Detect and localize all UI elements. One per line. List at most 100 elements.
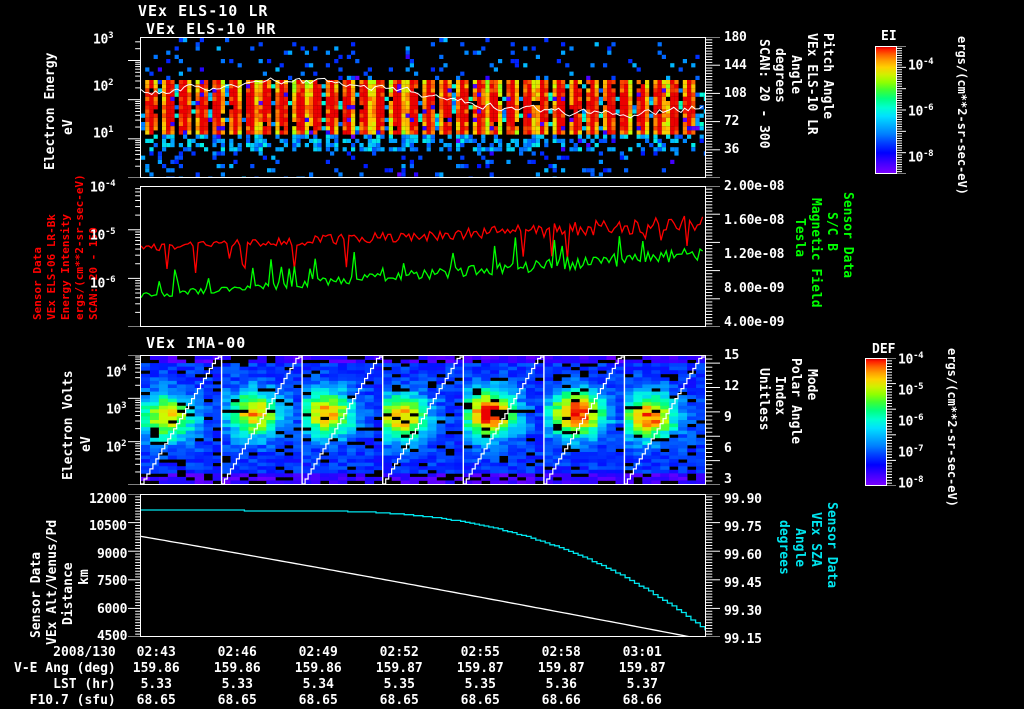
panel2-y2tick-1: 1.60e-08: [724, 214, 784, 227]
panel4-ylabel-line3: Distance: [62, 562, 75, 625]
panel3-left-tick-marks: [128, 355, 141, 485]
panel4-ytick-4: 6000: [97, 603, 127, 616]
table-cell: 5.35: [440, 677, 521, 693]
panel4-ytick-1: 10500: [89, 520, 127, 533]
panel2-y2tick-2: 1.20e-08: [724, 248, 784, 261]
panel2-ytick-2: 10-6: [90, 276, 115, 290]
panel3-ytick-1: 103: [106, 402, 126, 416]
panel1-colorbar-units: ergs/(cm**2-sr-sec-eV): [956, 36, 968, 195]
panel1-colorbar: [875, 46, 897, 174]
panel2-plot-area: [140, 186, 706, 327]
table-row-header: 2008/130: [14, 645, 116, 661]
panel3-ytick-2: 102: [106, 440, 126, 454]
panel4-ytick-3: 7500: [97, 575, 127, 588]
panel3-title: VEx IMA-00: [146, 336, 246, 351]
panel3-ytick-0: 104: [106, 365, 126, 379]
panel2-y2label-line2: S/C B: [825, 212, 838, 251]
panel3-y2tick-4: 3: [724, 473, 732, 486]
panel3-colorbar-tick-4: 10-8: [898, 476, 923, 490]
table-cell: 5.36: [521, 677, 602, 693]
table-cell: 5.33: [197, 677, 278, 693]
panel1-plot-area: [140, 37, 706, 178]
panel4-y2label-line2: VEx SZA: [809, 512, 822, 567]
panel1-y2label-line2: VEx ELS-10 LR: [805, 33, 818, 135]
panel1-y2tick-0: 180: [724, 31, 747, 44]
panel4-y2label-line3: Angle: [793, 528, 806, 567]
panel1-title-line2: VEx ELS-10 HR: [146, 22, 276, 37]
panel1-y2tick-1: 144: [724, 59, 747, 72]
panel4-y2label-line1: Sensor Data: [825, 502, 838, 588]
panel1-colorbar-tick-2: 10-8: [908, 150, 933, 164]
table-cell: 159.86: [116, 661, 197, 677]
panel1-y2tick-3: 72: [724, 115, 739, 128]
panel3-colorbar-title: DEF: [872, 343, 895, 356]
panel1-y2label-line1: Pitch Angle: [821, 33, 834, 119]
panel4-ylabel-line2: VEx Alt/Venus/Pd: [46, 520, 59, 645]
table-cell: 159.86: [197, 661, 278, 677]
panel2-y2label-line4: Tesla: [793, 218, 806, 257]
panel2-left-tick-marks: [128, 186, 141, 327]
table-cell: 68.66: [521, 693, 602, 709]
panel2-y2tick-0: 2.00e-08: [724, 180, 784, 193]
panel4-plot-area: [140, 494, 706, 637]
panel2-ylabel-line1: Sensor Data: [32, 247, 43, 320]
table-cell: 5.34: [278, 677, 359, 693]
panel2-y2tick-3: 8.00e-09: [724, 282, 784, 295]
panel4-y2tick-4: 99.30: [724, 605, 762, 618]
panel1-colorbar-ticks: [897, 46, 907, 174]
table-cell: 159.87: [521, 661, 602, 677]
table-cell: 5.37: [602, 677, 683, 693]
panel4-y2tick-3: 99.45: [724, 577, 762, 590]
table-cell: 159.86: [278, 661, 359, 677]
table-cell: 159.87: [440, 661, 521, 677]
panel3-y2tick-1: 12: [724, 380, 739, 393]
panel2-y2label-line1: Sensor Data: [841, 192, 854, 278]
panel3-colorbar-tick-2: 10-6: [898, 414, 923, 428]
table-cell: 02:46: [197, 645, 278, 661]
table-cell: 68.65: [197, 693, 278, 709]
panel3-y2label-line3: Index: [773, 376, 786, 415]
panel2-y2label-line3: Magnetic Field: [809, 198, 822, 308]
panel2-ytick-1: 10-5: [90, 228, 115, 242]
table-cell: 68.65: [116, 693, 197, 709]
panel4-ytick-2: 9000: [97, 548, 127, 561]
panel3-right-tick-marks: [706, 355, 720, 485]
table-cell: 68.65: [440, 693, 521, 709]
table-cell: 68.65: [278, 693, 359, 709]
panel2-y2tick-4: 4.00e-09: [724, 316, 784, 329]
panel1-colorbar-tick-0: 10-4: [908, 58, 933, 72]
table-cell: 159.87: [359, 661, 440, 677]
panel4-ylabel-line1: Sensor Data: [30, 552, 43, 638]
panel1-y2label-line4: degrees: [773, 48, 786, 103]
panel4-left-tick-marks: [128, 494, 141, 637]
panel1-left-tick-marks: [128, 37, 141, 178]
panel4-right-tick-marks: [706, 494, 720, 637]
panel2-right-tick-marks: [706, 186, 720, 327]
panel2-ytick-0: 10-4: [90, 180, 115, 194]
table-cell: 159.87: [602, 661, 683, 677]
panel3-plot-area: [140, 355, 706, 485]
panel4-y2tick-0: 99.90: [724, 493, 762, 506]
panel4-y2tick-5: 99.15: [724, 633, 762, 646]
table-cell: 5.33: [116, 677, 197, 693]
panel3-colorbar: [865, 358, 887, 486]
panel3-y2label-line1: Mode: [805, 369, 818, 400]
panel3-y2label-line4: Unitless: [757, 368, 770, 431]
table-cell: 68.66: [602, 693, 683, 709]
panel2-ylabel-line2: VEx ELS-06 LR-Bk: [46, 214, 57, 320]
panel1-y2tick-4: 36: [724, 143, 739, 156]
panel1-y2tick-2: 108: [724, 87, 747, 100]
panel3-y2label-line2: Polar Angle: [789, 358, 802, 444]
table-cell: 03:01: [602, 645, 683, 661]
table-cell: 02:43: [116, 645, 197, 661]
panel1-title-line1: VEx ELS-10 LR: [138, 4, 268, 19]
panel3-y2tick-3: 6: [724, 442, 732, 455]
panel1-right-tick-marks: [706, 37, 720, 178]
panel3-ylabel-line2: eV: [80, 436, 93, 452]
